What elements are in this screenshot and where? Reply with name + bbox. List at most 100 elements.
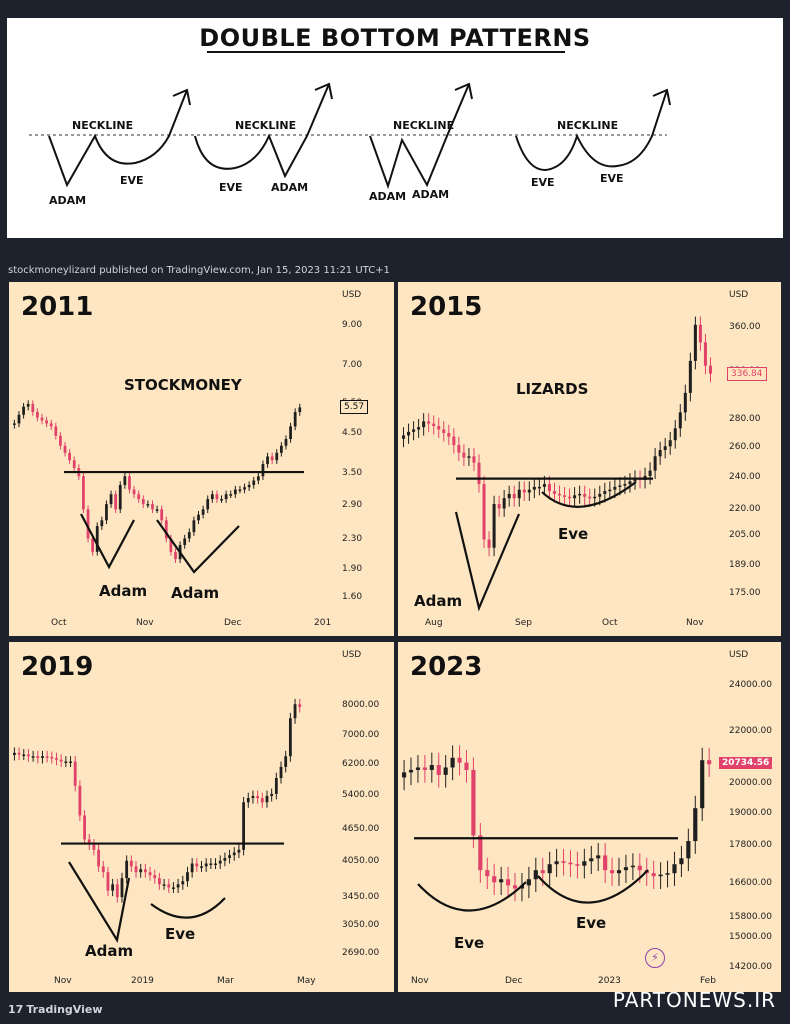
y-tick-label: 240.00 (729, 472, 761, 482)
candle-body (251, 795, 255, 799)
candle-body (246, 798, 250, 803)
candle-body (703, 342, 707, 366)
candle-body (288, 718, 292, 757)
y-tick-label: 22000.00 (729, 726, 772, 736)
candle-body (412, 429, 416, 432)
lightning-icon[interactable]: ⚡ (645, 948, 665, 968)
x-tick-label: Aug (425, 618, 443, 628)
y-tick-label: 2.90 (342, 500, 363, 510)
pattern-2-arrow-icon (314, 82, 333, 100)
candle-body (289, 426, 292, 440)
candle-body (603, 491, 607, 494)
candle-body (417, 427, 421, 430)
y-tick-label: 14200.00 (729, 962, 772, 972)
candle-body (223, 857, 227, 861)
chart-2015[interactable]: 2015LIZARDSUSD360.00320.00280.00260.0024… (398, 282, 781, 636)
candle-body (578, 493, 582, 496)
candle-body (653, 456, 657, 471)
candle-body (114, 494, 118, 510)
candle-body (215, 494, 219, 500)
candle-body (623, 484, 627, 486)
candle-body (233, 489, 237, 495)
candle-body (252, 480, 256, 485)
candle-body (100, 520, 104, 527)
candle-body (266, 456, 269, 465)
annotation-eve-label: Eve (454, 934, 485, 952)
candle-body (658, 874, 663, 877)
candle-body (68, 452, 71, 461)
candle-body (708, 365, 712, 374)
pattern-1-arrow-icon (172, 88, 191, 106)
chart-2011[interactable]: 2011STOCKMONEYUSD9.007.005.504.503.502.9… (9, 282, 394, 636)
y-tick-label: 19000.00 (729, 808, 772, 818)
candle-body (164, 520, 168, 539)
candle-body (174, 551, 177, 560)
y-tick-label: 4050.00 (342, 856, 380, 866)
candle-body (478, 835, 483, 871)
candle-body (668, 440, 672, 447)
candle-body (132, 489, 136, 495)
candle-body (195, 863, 199, 867)
candle-body (630, 865, 635, 868)
candle-body (137, 494, 141, 500)
candle-body (260, 798, 264, 803)
pattern-3-right-label: ADAM (412, 188, 450, 201)
chart-2019[interactable]: 2019 USD 8000.00 7000.00 6200.00 5400.00 4650.… (9, 642, 394, 992)
candle-body (40, 417, 44, 421)
candle-body (160, 509, 164, 521)
candle-body (542, 484, 546, 487)
candle-body (265, 795, 269, 803)
pattern-1-curve (48, 89, 188, 188)
candle-body (658, 450, 662, 457)
y-tick-label: 3450.00 (342, 892, 380, 902)
candle-body (243, 487, 246, 490)
chart-2011-currency-label: USD (342, 290, 362, 300)
candle-body (589, 858, 594, 862)
candle-body (279, 766, 283, 779)
pattern-sketch (150, 897, 226, 919)
candle-body (637, 865, 642, 871)
candle-body (155, 509, 159, 511)
candle-body (204, 863, 208, 867)
chart-2019-svg (13, 698, 302, 943)
candle-body (561, 861, 566, 863)
candle-body (220, 499, 223, 501)
candle-body (573, 495, 577, 499)
candle-body (402, 772, 407, 778)
y-tick-label: 24000.00 (729, 680, 772, 690)
chart-2023-svg (402, 745, 712, 912)
candle-body (298, 704, 302, 707)
pattern-4-curve (515, 89, 668, 172)
candle-body (158, 878, 161, 885)
candle-body (610, 870, 615, 874)
pattern-diagram: DOUBLE BOTTOM PATTERNS NECKLINE ADAM EVE… (7, 18, 783, 238)
candle-body (563, 495, 567, 497)
y-tick-label: 7000.00 (342, 730, 380, 740)
candle-body (229, 494, 233, 496)
pattern-3-curve (369, 83, 470, 190)
y-tick-label: 220.00 (729, 504, 761, 514)
x-tick-label: Dec (505, 976, 523, 986)
pattern-3-neckline-label: NECKLINE (393, 119, 455, 132)
chart-2023[interactable]: 2023 USD 24000.00 22000.00 20000.00 19000.00 1… (398, 642, 781, 992)
candle-body (298, 407, 302, 412)
x-tick-label: Feb (700, 976, 716, 986)
pattern-1-neckline-label: NECKLINE (72, 119, 134, 132)
candle-body (218, 860, 222, 864)
chart-2015-currency-label: USD (729, 290, 749, 300)
candle-body (69, 761, 72, 764)
candle-body (457, 445, 461, 453)
candle-body (41, 756, 44, 758)
candle-body (452, 436, 456, 446)
last-price-badge: 20734.56 (719, 757, 773, 770)
candle-body (672, 864, 677, 874)
candle-body (464, 762, 469, 770)
pattern-2-left-label: EVE (219, 181, 243, 194)
pattern-sketch (417, 881, 527, 912)
candle-body (55, 757, 58, 760)
candle-body (270, 456, 274, 461)
y-tick-label: 175.00 (729, 588, 761, 598)
tradingview-logo[interactable]: 17 TradingView (8, 1003, 103, 1016)
candle-body (228, 855, 231, 858)
candle-body (17, 414, 21, 424)
